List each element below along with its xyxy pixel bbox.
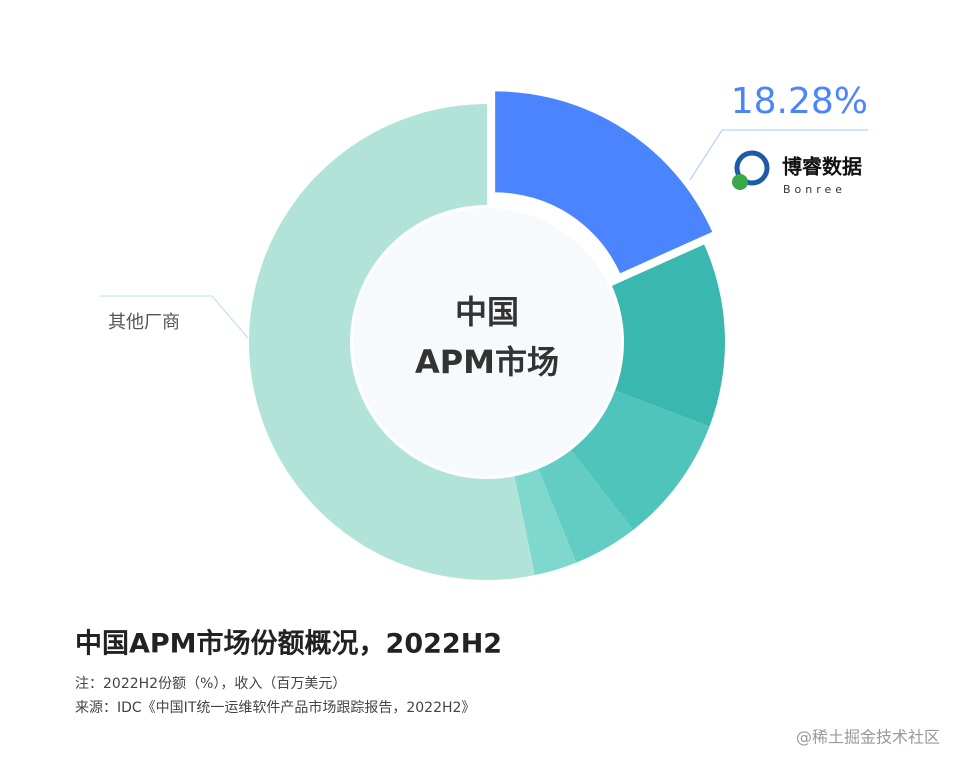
donut-segment xyxy=(514,468,577,576)
note: 注：2022H2份额（%），收入（百万美元） xyxy=(75,676,346,692)
logo-icon xyxy=(732,150,770,190)
donut-segment xyxy=(611,244,725,427)
note: 来源：IDC《中国IT统一运维软件产品市场跟踪报告，2022H2》 xyxy=(75,699,475,716)
donut-segment xyxy=(571,390,710,530)
donut-center xyxy=(353,208,621,476)
logo-subtitle: Bonree xyxy=(783,183,846,196)
donut-segment xyxy=(249,104,535,580)
donut-segment xyxy=(538,450,634,563)
leader-line xyxy=(689,129,868,181)
leader-line xyxy=(100,295,249,339)
center-text: 中国 xyxy=(455,293,519,331)
donut-segment xyxy=(495,91,713,274)
category-label: 其他厂商 xyxy=(108,312,180,333)
watermark: @稀土掘金技术社区 xyxy=(796,728,940,747)
value-label: 18.28% xyxy=(731,81,868,122)
category-label: 博睿数据 xyxy=(782,155,862,179)
center-text: APM市场 xyxy=(415,343,559,381)
chart-title: 中国APM市场份额概况，2022H2 xyxy=(75,628,502,660)
